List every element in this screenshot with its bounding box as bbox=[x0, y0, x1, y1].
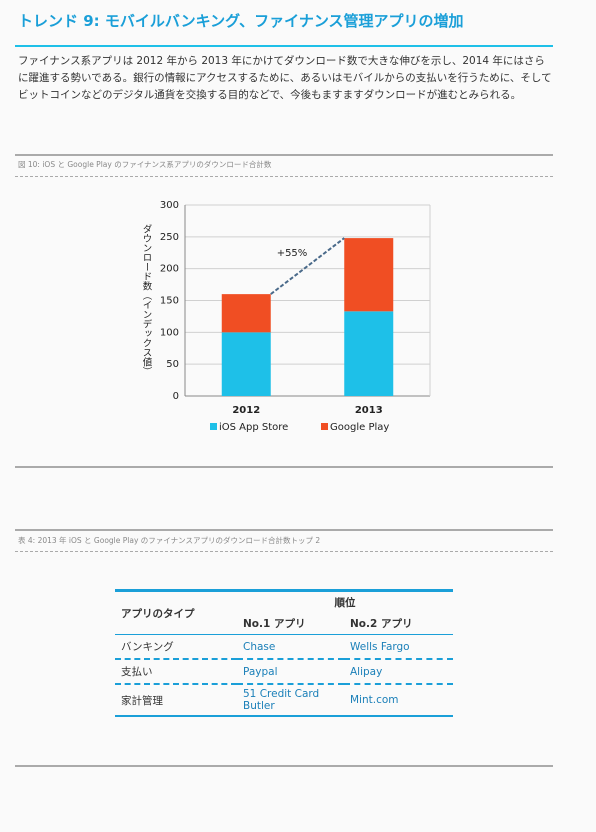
y-tick-label: 100 bbox=[160, 327, 179, 338]
table-row: バンキング Chase Wells Fargo bbox=[115, 635, 453, 660]
y-tick-label: 300 bbox=[160, 200, 179, 211]
annotation: +55% bbox=[277, 248, 308, 259]
cell: Paypal bbox=[237, 658, 344, 684]
cell: バンキング bbox=[121, 641, 174, 653]
connector bbox=[270, 237, 345, 295]
chart: ダウンロード数（インデックス値） 0 50 100 150 200 250 300 2012 2… bbox=[141, 200, 431, 433]
x-tick-label: 2012 bbox=[232, 405, 260, 416]
cell: 家計管理 bbox=[115, 683, 237, 716]
cell: 支払い bbox=[115, 658, 237, 684]
cell: Alipay bbox=[344, 658, 453, 684]
legend-label: Google Play bbox=[330, 422, 389, 433]
bar bbox=[344, 311, 394, 396]
bar bbox=[344, 238, 394, 312]
caption: 表 4: 2013 年 iOS と Google Play のファイナンスアプリ… bbox=[18, 536, 321, 545]
y-tick-label: 200 bbox=[160, 264, 179, 275]
rule bbox=[15, 176, 553, 177]
y-tick-label: 0 bbox=[173, 391, 179, 402]
header: アプリのタイプ bbox=[121, 607, 195, 620]
legend-label: iOS App Store bbox=[219, 422, 288, 433]
table: アプリのタイプ 順位 No.1 アプリ No.2 アプリ バンキング Chase We… bbox=[115, 589, 453, 717]
rule bbox=[15, 529, 553, 531]
header: No.2 アプリ bbox=[350, 618, 413, 630]
x-tick-label: 2013 bbox=[355, 405, 383, 416]
cell: Wells Fargo bbox=[350, 640, 410, 653]
y-tick-label: 50 bbox=[166, 359, 179, 370]
rule bbox=[15, 551, 553, 552]
rule bbox=[15, 466, 553, 468]
table-row: 支払い Paypal Alipay bbox=[115, 658, 453, 684]
cell: Chase bbox=[243, 640, 276, 653]
y-tick-label: 150 bbox=[160, 296, 179, 307]
caption: 図 10: iOS と Google Play のファイナンス系アプリのダウンロ… bbox=[18, 160, 272, 169]
rule bbox=[15, 765, 553, 767]
header: No.1 アプリ bbox=[243, 618, 306, 630]
table-row: 家計管理 51 Credit Card Butler Mint.com bbox=[115, 683, 453, 716]
cell: Mint.com bbox=[344, 683, 453, 716]
cell: 51 Credit Card Butler bbox=[237, 683, 344, 716]
paragraph: ファイナンス系アプリは 2012 年から 2013 年にかけてダウンロード数で大… bbox=[18, 55, 552, 101]
y-tick-label: 250 bbox=[160, 232, 179, 243]
title: トレンド 9: モバイルバンキング、ファイナンス管理アプリの増加 bbox=[18, 12, 464, 30]
bar bbox=[221, 294, 271, 333]
y-label: ダウンロード数（インデックス値） bbox=[141, 223, 153, 376]
header: 順位 bbox=[334, 597, 356, 609]
bar bbox=[221, 332, 271, 396]
rule bbox=[15, 154, 553, 156]
legend-swatch bbox=[210, 423, 217, 430]
legend-swatch bbox=[321, 423, 328, 430]
rule bbox=[15, 45, 553, 47]
